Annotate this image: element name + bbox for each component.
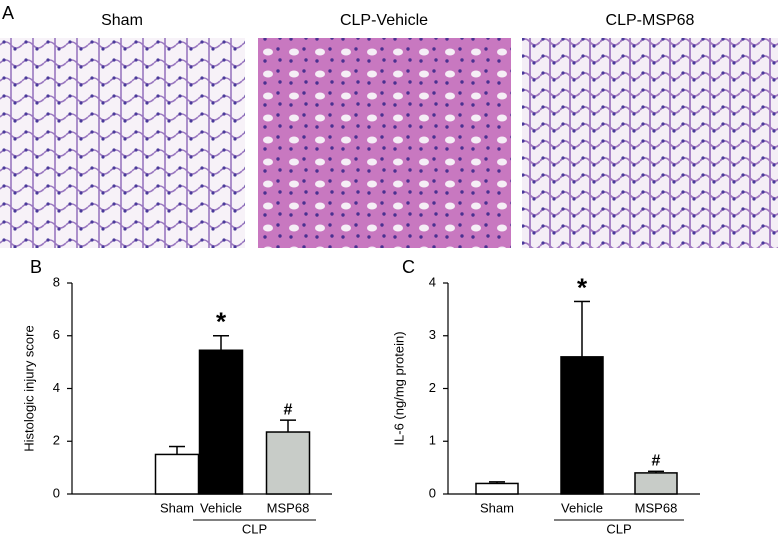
y-tick-label: 0 xyxy=(429,485,436,500)
y-tick-label: 8 xyxy=(53,274,60,289)
y-tick-label: 4 xyxy=(429,274,436,289)
y-tick-label: 3 xyxy=(429,327,436,342)
bar xyxy=(154,453,200,495)
x-tick-label: Vehicle xyxy=(561,500,603,515)
x-tick-label: Sham xyxy=(160,500,194,515)
x-tick-label: MSP68 xyxy=(267,500,310,515)
bar xyxy=(634,472,678,495)
y-axis-label: Histologic injury score xyxy=(21,325,36,451)
y-tick-label: 2 xyxy=(53,433,60,448)
image-title: CLP-Vehicle xyxy=(340,12,428,29)
bar xyxy=(198,349,244,495)
image-title: Sham xyxy=(101,12,143,29)
histology-image xyxy=(522,38,778,248)
x-tick-label: Vehicle xyxy=(200,500,242,515)
significance-mark: # xyxy=(652,453,661,470)
bar xyxy=(560,356,604,495)
panel-label: A xyxy=(2,3,14,23)
group-label: CLP xyxy=(606,521,631,536)
panel-label: C xyxy=(402,257,415,277)
y-tick-label: 6 xyxy=(53,327,60,342)
x-tick-label: Sham xyxy=(480,500,514,515)
significance-mark: * xyxy=(577,272,588,302)
image-title: CLP-MSP68 xyxy=(606,12,695,29)
y-tick-label: 4 xyxy=(53,380,60,395)
bar xyxy=(265,431,311,495)
y-tick-label: 0 xyxy=(53,485,60,500)
significance-mark: * xyxy=(216,307,227,337)
histology-image xyxy=(258,38,511,248)
y-tick-label: 2 xyxy=(429,380,436,395)
histology-image xyxy=(0,38,245,248)
bar xyxy=(475,482,519,495)
y-tick-label: 1 xyxy=(429,433,436,448)
panel-label: B xyxy=(30,257,42,277)
group-label: CLP xyxy=(242,521,267,536)
x-tick-label: MSP68 xyxy=(635,500,678,515)
significance-mark: # xyxy=(284,401,293,418)
y-axis-label: IL-6 (ng/mg protein) xyxy=(391,331,406,445)
